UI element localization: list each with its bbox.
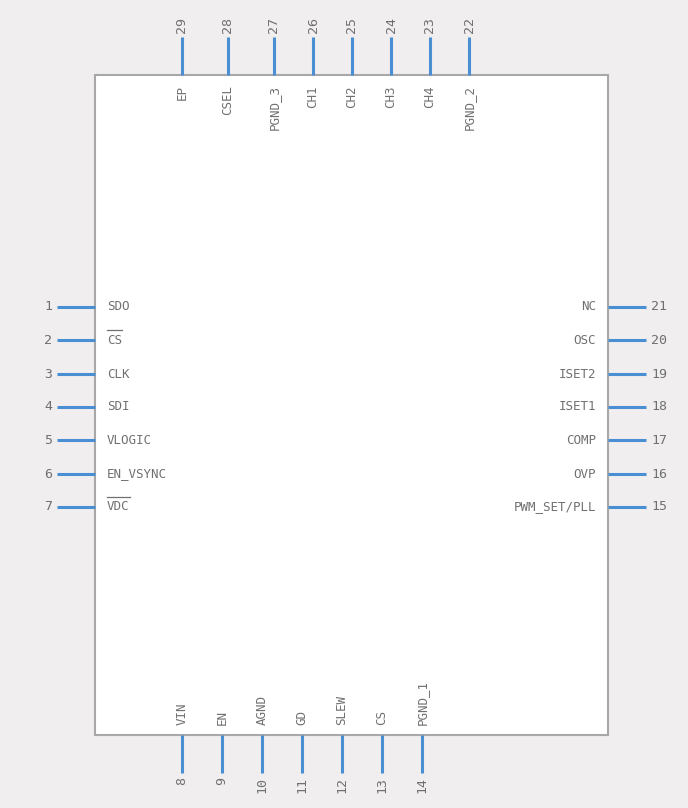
Text: 26: 26	[306, 17, 319, 33]
Text: CS: CS	[376, 710, 389, 725]
Text: 6: 6	[44, 468, 52, 481]
Text: 14: 14	[416, 777, 429, 793]
Text: 15: 15	[651, 500, 667, 514]
Text: 29: 29	[175, 17, 189, 33]
Text: 12: 12	[336, 777, 349, 793]
Text: CS: CS	[107, 334, 122, 347]
Text: PGND_3: PGND_3	[268, 85, 281, 130]
Text: 8: 8	[175, 777, 189, 785]
Text: EP: EP	[175, 85, 189, 100]
Text: ISET1: ISET1	[559, 401, 596, 414]
Text: NC: NC	[581, 301, 596, 314]
Text: 10: 10	[255, 777, 268, 793]
Text: PWM_SET/PLL: PWM_SET/PLL	[513, 500, 596, 514]
Text: VIN: VIN	[175, 702, 189, 725]
Text: CH2: CH2	[345, 85, 358, 107]
Text: PGND_2: PGND_2	[462, 85, 475, 130]
Text: ISET2: ISET2	[559, 368, 596, 381]
Text: OVP: OVP	[574, 468, 596, 481]
Text: 2: 2	[44, 334, 52, 347]
Text: 24: 24	[385, 17, 398, 33]
Text: EN: EN	[215, 710, 228, 725]
Text: 5: 5	[44, 434, 52, 447]
Text: SDO: SDO	[107, 301, 129, 314]
Text: SLEW: SLEW	[336, 695, 349, 725]
Text: 13: 13	[376, 777, 389, 793]
Text: CLK: CLK	[107, 368, 129, 381]
Text: CH3: CH3	[385, 85, 398, 107]
Text: VLOGIC: VLOGIC	[107, 434, 152, 447]
Text: 4: 4	[44, 401, 52, 414]
Text: 7: 7	[44, 500, 52, 514]
Text: 22: 22	[462, 17, 475, 33]
Text: 27: 27	[268, 17, 281, 33]
Text: 19: 19	[651, 368, 667, 381]
Text: 28: 28	[222, 17, 235, 33]
Text: 25: 25	[345, 17, 358, 33]
Text: CH4: CH4	[424, 85, 436, 107]
Text: EN_VSYNC: EN_VSYNC	[107, 468, 167, 481]
Text: GD: GD	[296, 710, 308, 725]
Text: 20: 20	[651, 334, 667, 347]
Bar	[95, 75, 608, 735]
Text: PGND_1: PGND_1	[416, 680, 429, 725]
Text: 18: 18	[651, 401, 667, 414]
Text: 17: 17	[651, 434, 667, 447]
Text: 11: 11	[296, 777, 308, 793]
Text: 9: 9	[215, 777, 228, 785]
Text: VDC: VDC	[107, 500, 129, 514]
Text: AGND: AGND	[255, 695, 268, 725]
Text: SDI: SDI	[107, 401, 129, 414]
Text: 21: 21	[651, 301, 667, 314]
Text: OSC: OSC	[574, 334, 596, 347]
Text: 23: 23	[424, 17, 436, 33]
Text: COMP: COMP	[566, 434, 596, 447]
Text: 3: 3	[44, 368, 52, 381]
Text: CSEL: CSEL	[222, 85, 235, 115]
Text: CH1: CH1	[306, 85, 319, 107]
Text: 16: 16	[651, 468, 667, 481]
Text: 1: 1	[44, 301, 52, 314]
